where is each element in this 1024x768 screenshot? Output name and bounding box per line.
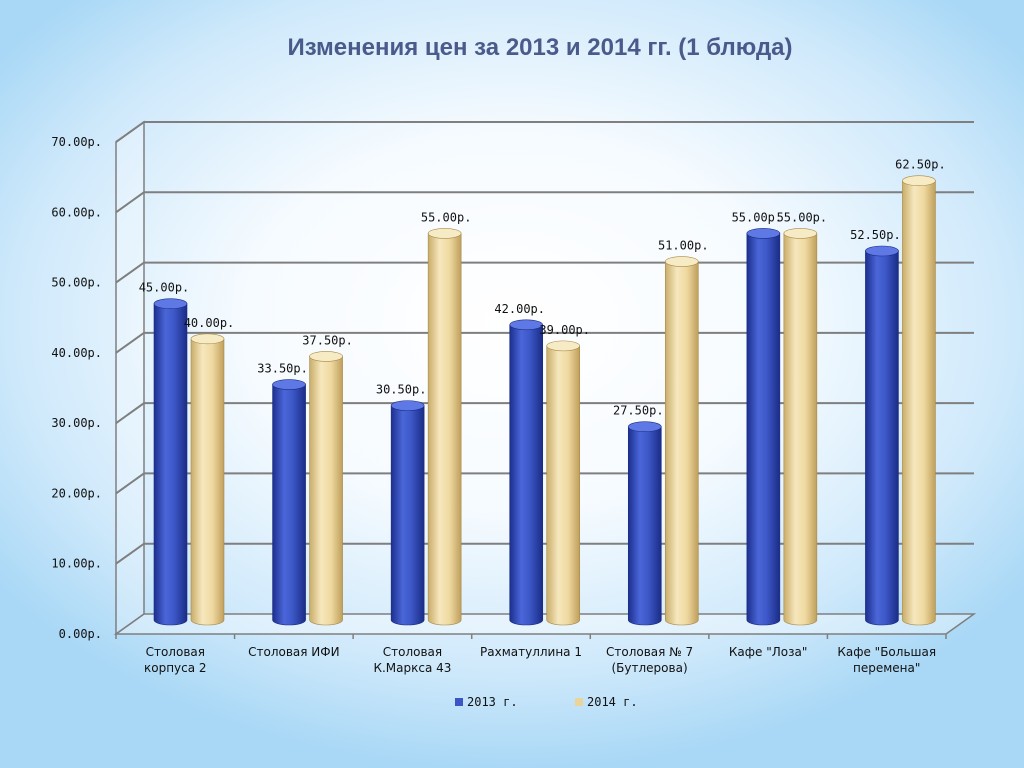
bar-2013 [627, 426, 662, 626]
legend-label-2014: 2014 г. [587, 695, 638, 709]
data-label-2014: 37.50р. [302, 333, 353, 347]
gridline [115, 542, 974, 565]
y-tick-label: 20.00р. [51, 486, 102, 500]
category-label: перемена" [853, 661, 920, 675]
data-label-2014: 62.50р. [895, 158, 946, 172]
data-label-2013: 30.50р. [376, 383, 427, 397]
legend-swatch-2014 [575, 698, 583, 706]
legend: 2013 г. 2014 г. [0, 695, 1024, 715]
bar-top-2013 [746, 228, 781, 239]
y-tick-label: 10.00р. [51, 557, 102, 571]
category-label: К.Маркса 43 [373, 661, 451, 675]
category-label: Рахматуллина 1 [480, 645, 582, 659]
category-label: Кафе "Лоза" [729, 645, 807, 659]
bar-top-2013 [153, 298, 188, 310]
bar-top-2013 [865, 245, 899, 257]
bar-top-2014 [783, 228, 818, 239]
bar-2013 [746, 233, 781, 626]
grid-layer [113, 120, 977, 639]
category-label: Столовая ИФИ [248, 645, 339, 659]
gridline [115, 261, 974, 284]
gridline [115, 472, 974, 495]
chart-title: Изменения цен за 2013 и 2014 гг. (1 блюд… [287, 34, 793, 61]
bar-2014 [427, 233, 462, 626]
gridline [115, 121, 974, 143]
bar-top-2014 [309, 351, 343, 362]
y-tick-label: 70.00р. [51, 135, 102, 149]
y-tick-label: 40.00р. [51, 346, 102, 360]
data-label-2014: 55.00р. [777, 210, 828, 224]
legend-item-2013: 2013 г. [455, 695, 518, 709]
data-label-2013: 42.00р. [494, 302, 545, 316]
y-tick-label: 30.00р. [51, 416, 102, 430]
bar-2014 [664, 261, 699, 626]
data-label-2014: 51.00р. [658, 239, 709, 253]
floor [113, 613, 977, 635]
bar-top-2013 [509, 319, 544, 331]
y-tick-label: 60.00р. [51, 205, 102, 219]
y-tick-label: 0.00р. [59, 627, 102, 641]
bar-2014 [309, 356, 343, 626]
data-label-2014: 55.00р. [421, 210, 472, 224]
legend-item-2014: 2014 г. [575, 695, 638, 709]
bars-layer [153, 175, 936, 626]
bar-top-2013 [627, 421, 662, 433]
bar-2013 [509, 324, 544, 626]
data-label-2013: 52.50р. [850, 228, 901, 242]
legend-swatch-2013 [455, 698, 463, 706]
category-label: корпуса 2 [144, 661, 207, 675]
category-label: Столовая [383, 645, 442, 659]
data-label-2013: 33.50р. [257, 362, 308, 376]
data-label-2014: 39.00р. [539, 323, 590, 337]
bar-top-2013 [272, 379, 306, 390]
y-tick-label: 50.00р. [51, 276, 102, 290]
bar-top-2014 [546, 340, 581, 352]
category-label: Кафе "Большая [837, 645, 936, 659]
bar-2013 [272, 384, 306, 626]
bar-2013 [153, 303, 188, 626]
category-label: Столовая [146, 645, 205, 659]
bar-2013 [865, 250, 899, 626]
data-label-2013: 45.00р. [139, 281, 190, 295]
bar-top-2014 [664, 256, 699, 267]
gridline [115, 402, 974, 424]
data-label-2014: 40.00р. [184, 316, 235, 330]
bar-2014 [190, 338, 225, 626]
bar-top-2014 [427, 228, 462, 239]
side-wall [115, 120, 145, 636]
gridline [115, 191, 974, 214]
data-label-2013: 55.00р. [732, 210, 783, 224]
labels-layer: 0.00р. 10.00р. 20.00р. 30.00р. 40.00р. 50.00р… [51, 135, 945, 675]
legend-label-2013: 2013 г. [467, 695, 518, 709]
data-label-2013: 27.50р. [613, 404, 664, 418]
category-label: Столовая № 7 [606, 645, 693, 659]
bar-top-2014 [902, 175, 936, 187]
bar-top-2014 [190, 333, 225, 345]
bar-2013 [390, 405, 425, 626]
bar-2014 [546, 345, 581, 626]
category-label: (Бутлерова) [612, 661, 688, 675]
bar-2014 [902, 180, 936, 626]
bar-2014 [783, 233, 818, 626]
bar-top-2013 [390, 400, 425, 411]
